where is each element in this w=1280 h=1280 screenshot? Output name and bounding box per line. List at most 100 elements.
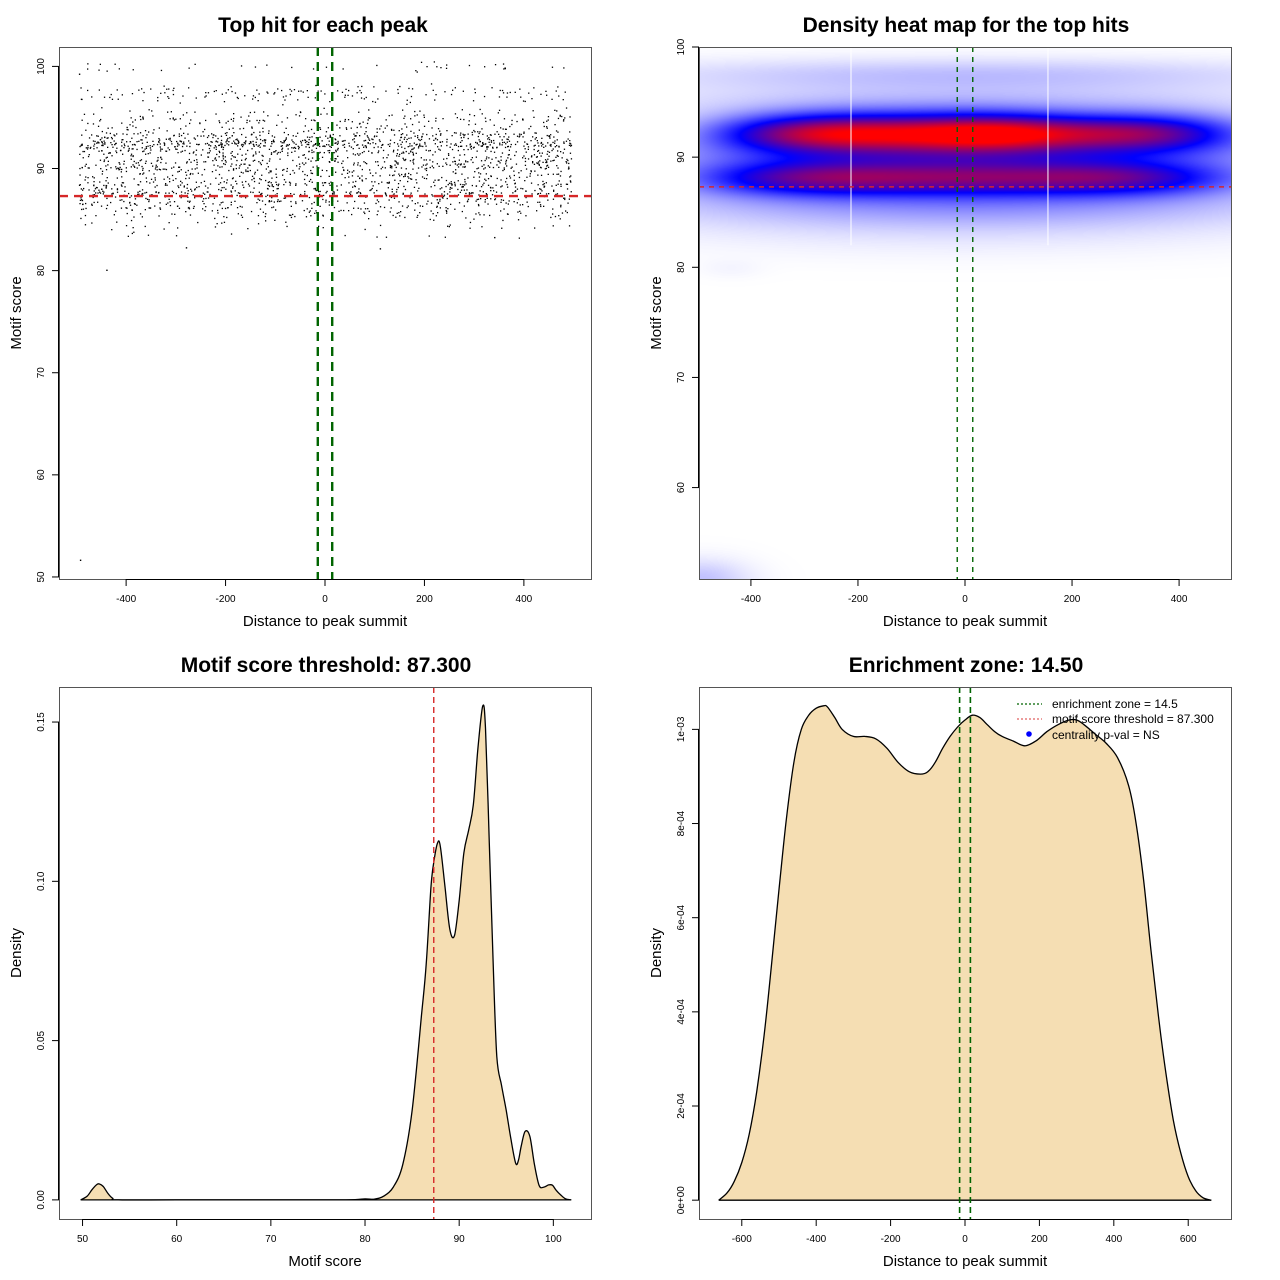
scatter-point: [142, 192, 144, 195]
scatter-point: [126, 212, 128, 215]
scatter-point: [300, 90, 302, 92]
scatter-point: [357, 144, 359, 146]
scatter-point: [454, 113, 457, 115]
scatter-point: [506, 138, 508, 140]
scatter-point: [347, 169, 349, 171]
scatter-point: [407, 146, 409, 148]
scatter-point: [518, 136, 520, 138]
scatter-point: [312, 166, 314, 168]
scatter-point: [443, 191, 446, 193]
scatter-point: [410, 192, 412, 194]
scatter-point: [349, 192, 351, 194]
scatter-point: [285, 221, 287, 223]
scatter-point: [480, 145, 482, 147]
scatter-point: [310, 128, 313, 131]
scatter-point: [293, 89, 296, 91]
scatter-point: [412, 153, 414, 155]
scatter-point: [437, 128, 440, 130]
scatter-point: [459, 191, 461, 193]
scatter-point: [206, 191, 208, 193]
scatter-point: [547, 116, 550, 118]
scatter-point: [341, 140, 344, 142]
scatter-point: [505, 143, 507, 145]
scatter-point: [126, 128, 128, 131]
scatter-point: [209, 183, 212, 185]
scatter-point: [476, 150, 478, 152]
distance-density-curve: [718, 704, 1212, 1201]
scatter-point: [240, 171, 242, 173]
scatter-point: [400, 133, 402, 136]
scatter-point: [510, 158, 512, 160]
scatter-point: [478, 139, 480, 141]
scatter-point: [487, 146, 489, 148]
scatter-point: [482, 191, 484, 193]
distance-x-axis: -600 -400 -200 0 200 400 600: [732, 1219, 1197, 1245]
scatter-point: [239, 148, 241, 150]
scatter-point: [214, 157, 217, 159]
scatter-point: [268, 130, 270, 132]
scatter-point: [226, 216, 228, 219]
score-y-axis: 0.000.050.100.15: [36, 712, 59, 1210]
scatter-point: [441, 187, 443, 189]
scatter-point: [197, 144, 199, 146]
scatter-point: [176, 145, 179, 147]
scatter-point: [552, 173, 554, 175]
scatter-point: [263, 145, 265, 147]
scatter-point: [96, 142, 98, 144]
scatter-point: [422, 205, 424, 207]
scatter-point: [150, 149, 152, 151]
scatter-point: [239, 165, 241, 167]
scatter-point: [468, 193, 471, 195]
scatter-point: [276, 183, 278, 186]
scatter-point: [433, 139, 435, 141]
scatter-point: [381, 181, 383, 183]
scatter-point: [333, 152, 335, 154]
scatter-point: [487, 138, 489, 140]
scatter-point: [101, 130, 103, 133]
scatter-point: [332, 133, 334, 136]
scatter-point: [259, 146, 261, 148]
scatter-point: [322, 227, 324, 229]
scatter-point: [484, 199, 486, 201]
scatter-point: [228, 128, 230, 130]
scatter-point: [334, 158, 336, 160]
scatter-point: [93, 113, 95, 115]
scatter-point: [416, 71, 418, 73]
scatter-point: [566, 183, 569, 185]
scatter-point: [190, 172, 192, 175]
scatter-point: [303, 154, 305, 156]
scatter-point: [547, 166, 550, 168]
scatter-point: [335, 149, 337, 151]
scatter-point: [261, 159, 264, 162]
scatter-point: [245, 197, 247, 199]
scatter-point: [490, 141, 493, 143]
scatter-point: [126, 133, 128, 136]
scatter-point: [111, 155, 113, 157]
scatter-point: [345, 191, 347, 193]
scatter-point: [240, 116, 242, 118]
scatter-point: [552, 208, 554, 210]
scatter-point: [449, 191, 451, 193]
scatter-point: [141, 142, 144, 144]
scatter-point: [534, 132, 536, 134]
scatter-point: [468, 124, 470, 126]
scatter-point: [296, 165, 298, 167]
scatter-point: [406, 206, 408, 209]
scatter-point: [171, 167, 173, 169]
scatter-point: [304, 139, 307, 142]
scatter-point: [446, 197, 448, 200]
scatter-point: [103, 159, 106, 161]
scatter-point: [414, 110, 416, 113]
scatter-point: [168, 138, 170, 140]
scatter-point: [543, 125, 545, 128]
scatter-point: [433, 181, 435, 183]
scatter-point: [357, 162, 359, 164]
score-x-tick-label: 60: [171, 1234, 183, 1245]
scatter-point: [383, 206, 386, 209]
scatter-point: [101, 141, 103, 144]
scatter-point: [227, 89, 229, 91]
scatter-point: [549, 137, 551, 139]
scatter-point: [432, 213, 434, 215]
scatter-point: [479, 173, 482, 175]
scatter-point: [234, 142, 236, 144]
